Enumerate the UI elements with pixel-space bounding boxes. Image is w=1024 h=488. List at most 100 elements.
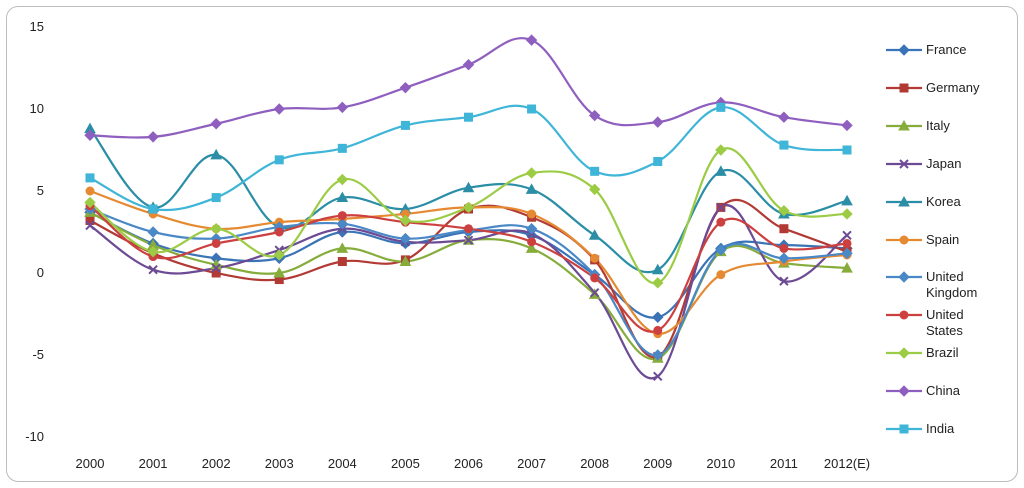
data-point-india xyxy=(653,156,663,166)
data-point-united-kingdom xyxy=(778,252,790,264)
data-point-spain xyxy=(716,270,726,280)
x-tick-label: 2007 xyxy=(517,456,546,471)
data-point-india xyxy=(527,104,537,114)
data-point-france xyxy=(652,311,664,323)
legend-item-india: India xyxy=(886,421,955,436)
legend-marker-india xyxy=(899,424,909,434)
data-point-spain xyxy=(527,209,537,219)
legend-marker-brazil xyxy=(898,347,910,359)
data-point-china xyxy=(210,118,222,130)
data-point-united-kingdom xyxy=(841,247,853,260)
x-tick-label: 2010 xyxy=(706,456,735,471)
data-point-brazil xyxy=(652,277,664,289)
data-point-italy xyxy=(841,262,853,273)
data-point-korea xyxy=(525,183,538,194)
data-point-germany xyxy=(337,257,347,267)
x-tick-label: 2000 xyxy=(76,456,105,471)
legend-label-united-kingdom: United Kingdom xyxy=(926,269,977,300)
legend-item-united-kingdom: United Kingdom xyxy=(886,269,977,300)
legend-item-japan: Japan xyxy=(886,156,961,171)
x-tick-label: 2001 xyxy=(139,456,168,471)
data-point-korea xyxy=(336,191,349,203)
x-tick-label: 2002 xyxy=(202,456,231,471)
series-line-brazil xyxy=(89,147,848,284)
data-point-india xyxy=(716,102,726,112)
data-point-brazil xyxy=(336,173,349,186)
legend-marker-france xyxy=(898,44,910,56)
y-tick-label: 0 xyxy=(37,265,44,280)
legend-label-china: China xyxy=(926,383,961,398)
data-point-united-kingdom xyxy=(525,223,538,235)
data-point-japan xyxy=(589,287,600,298)
legend-label-france: France xyxy=(926,42,966,57)
series-line-japan xyxy=(89,204,848,380)
data-point-brazil xyxy=(588,183,601,196)
legend-marker-japan xyxy=(899,159,909,169)
data-point-india xyxy=(274,155,284,165)
data-point-brazil xyxy=(84,196,96,209)
data-point-brazil xyxy=(399,214,412,227)
data-point-united-kingdom xyxy=(336,218,349,230)
data-point-italy xyxy=(399,255,412,267)
legend-marker-united-states xyxy=(899,310,909,320)
data-point-japan xyxy=(85,220,95,231)
legend-marker-korea xyxy=(898,195,910,207)
data-point-japan xyxy=(148,265,158,275)
data-point-united-kingdom xyxy=(147,226,159,238)
legend-label-italy: Italy xyxy=(926,118,950,133)
data-point-india xyxy=(464,112,473,122)
legend-item-china: China xyxy=(886,383,961,398)
data-point-spain xyxy=(590,253,600,263)
data-point-italy xyxy=(525,242,538,253)
data-point-united-states xyxy=(842,238,852,248)
data-point-united-states xyxy=(527,237,537,247)
series-markers xyxy=(84,34,853,382)
data-point-china xyxy=(778,111,790,123)
data-point-united-states xyxy=(716,217,726,227)
x-tick-label: 2004 xyxy=(328,456,357,471)
legend-label-germany: Germany xyxy=(926,80,980,95)
data-point-korea xyxy=(462,181,475,193)
data-point-korea xyxy=(714,165,727,176)
data-point-brazil xyxy=(147,245,159,258)
data-point-china xyxy=(525,34,538,46)
data-point-united-states xyxy=(337,211,347,221)
y-tick-label: 10 xyxy=(30,101,44,116)
legend-item-italy: Italy xyxy=(886,118,950,133)
data-point-korea xyxy=(651,263,664,275)
legend-label-united-states: United States xyxy=(926,307,964,338)
data-point-japan xyxy=(716,202,726,213)
data-point-india xyxy=(400,120,410,130)
y-tick-label: 5 xyxy=(37,183,44,198)
legend-item-united-states: United States xyxy=(886,307,964,338)
data-point-india xyxy=(842,145,852,155)
legend-marker-china xyxy=(898,385,910,397)
legend-marker-germany xyxy=(899,83,909,93)
legend-label-korea: Korea xyxy=(926,194,961,209)
data-point-united-kingdom xyxy=(399,232,412,245)
data-point-china xyxy=(462,59,475,71)
data-point-brazil xyxy=(715,144,727,156)
legend-label-india: India xyxy=(926,421,955,436)
data-point-brazil xyxy=(525,167,538,179)
data-point-japan xyxy=(779,276,789,286)
data-point-united-states xyxy=(779,243,789,253)
data-point-china xyxy=(841,119,853,132)
y-tick-label: -5 xyxy=(32,347,44,362)
data-point-united-states xyxy=(274,227,284,237)
data-point-united-states xyxy=(590,273,600,283)
x-tick-label: 2009 xyxy=(643,456,672,471)
legend-label-spain: Spain xyxy=(926,232,959,247)
data-point-china xyxy=(84,129,96,141)
data-point-germany xyxy=(779,224,789,234)
series-line-china xyxy=(89,37,848,139)
x-tick-label: 2006 xyxy=(454,456,483,471)
data-point-india xyxy=(211,193,221,203)
legend-item-spain: Spain xyxy=(886,232,959,247)
data-point-united-states xyxy=(653,325,663,335)
y-axis-ticks: -10 -5 0 5 10 15 xyxy=(25,19,44,444)
data-point-spain xyxy=(85,186,95,196)
legend-item-brazil: Brazil xyxy=(886,345,959,360)
data-point-korea xyxy=(841,194,853,206)
